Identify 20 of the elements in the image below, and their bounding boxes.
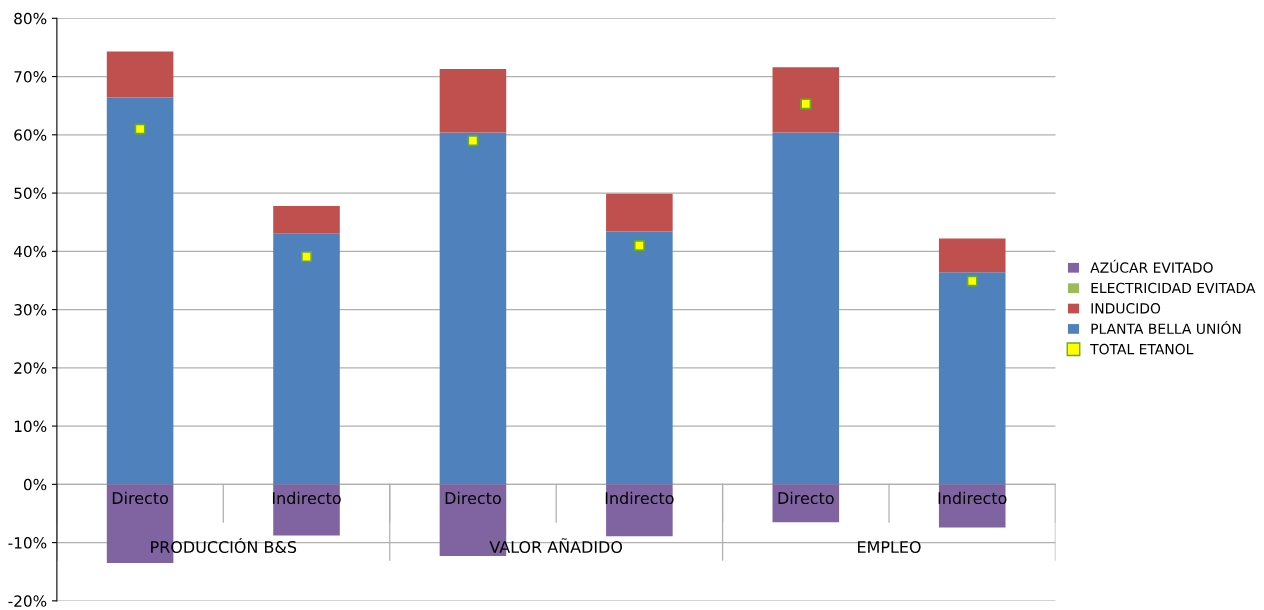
y-tick-label: 70%	[14, 71, 47, 83]
y-tick-label: -10%	[8, 537, 47, 549]
y-tick-label: 50%	[14, 187, 47, 200]
x-tick-label: Directo	[445, 491, 501, 505]
y-tick-label: 30%	[14, 304, 47, 316]
legend-label: ELECTRICIDAD EVITADA	[1091, 282, 1256, 294]
y-tick-label: 80%	[14, 12, 47, 25]
legend-label: INDUCIDO	[1091, 303, 1161, 314]
y-tick-label: -20%	[8, 595, 47, 607]
x-tick-label: Directo	[112, 491, 169, 505]
legend-label: AZÚCAR EVITADO	[1090, 259, 1213, 273]
annotation: EMPLEO	[858, 540, 921, 554]
y-tick-label: 40%	[13, 245, 47, 258]
x-tick-label: Directo	[778, 491, 834, 505]
y-tick-label: 10%	[14, 420, 47, 433]
legend-label: PLANTA BELLA UNIÓN	[1091, 320, 1241, 334]
y-tick-label: 0%	[23, 478, 47, 491]
y-tick-label: 20%	[14, 362, 47, 374]
legend-label: TOTAL ETANOL	[1090, 343, 1194, 355]
y-tick-label: 60%	[14, 129, 47, 141]
